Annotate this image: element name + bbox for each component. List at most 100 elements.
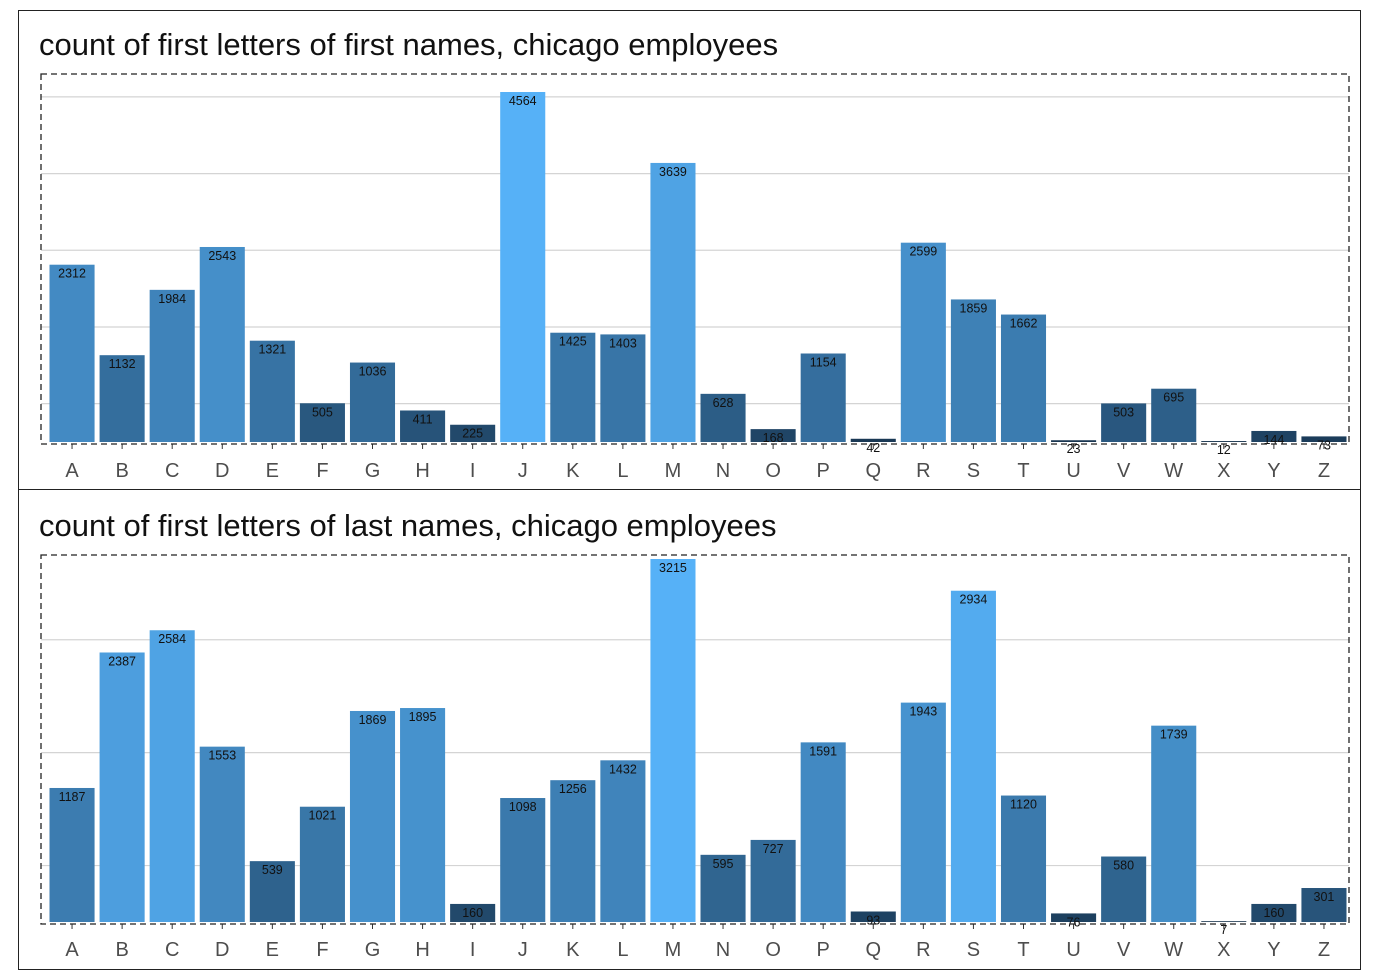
bar-q xyxy=(850,438,896,442)
x-tick-label: S xyxy=(967,460,980,482)
bars xyxy=(49,92,1347,442)
bar-j xyxy=(500,92,546,442)
bar-value-label: 160 xyxy=(1263,906,1284,920)
x-tick-label: L xyxy=(617,460,628,482)
bar-m xyxy=(650,162,696,442)
bar-value-label: 301 xyxy=(1314,890,1335,904)
bar-p xyxy=(800,742,846,922)
x-tick-label: B xyxy=(115,460,128,482)
x-tick-label: B xyxy=(115,939,128,961)
bar-value-label: 76 xyxy=(1067,915,1081,929)
bar-y xyxy=(1251,430,1297,442)
bar-w xyxy=(1151,725,1197,922)
bar-o xyxy=(750,839,796,922)
bar-value-label: 1859 xyxy=(960,301,988,315)
bar-h xyxy=(400,708,446,922)
bar-value-label: 1187 xyxy=(59,790,86,804)
x-tick-label: R xyxy=(916,939,930,961)
bar-j xyxy=(500,798,546,922)
bar-s xyxy=(950,299,996,442)
x-tick-label: J xyxy=(518,460,528,482)
x-tick-label: K xyxy=(566,460,580,482)
bar-value-label: 1591 xyxy=(809,744,837,758)
x-tick-label: F xyxy=(316,939,328,961)
bar-n xyxy=(700,854,746,922)
bar-value-label: 144 xyxy=(1263,433,1284,447)
bar-value-label: 695 xyxy=(1163,391,1184,405)
bar-f xyxy=(299,806,345,922)
bar-g xyxy=(349,362,396,442)
bar-value-label: 7 xyxy=(1220,923,1227,937)
bar-p xyxy=(800,353,846,442)
bar-t xyxy=(1000,795,1047,922)
bar-value-label: 4564 xyxy=(509,94,537,108)
bar-value-label: 2934 xyxy=(960,593,988,607)
bar-value-label: 1403 xyxy=(609,336,637,350)
x-tick-label: G xyxy=(365,460,381,482)
chart-title: count of first letters of last names, ch… xyxy=(39,508,777,543)
bar-value-label: 411 xyxy=(413,412,433,426)
bar-b xyxy=(99,355,145,442)
bar-value-label: 2584 xyxy=(158,632,186,646)
bar-value-label: 1553 xyxy=(208,749,236,763)
x-tick-label: I xyxy=(470,460,476,482)
bar-f xyxy=(299,403,345,442)
bar-value-label: 1984 xyxy=(158,292,186,306)
bar-i xyxy=(450,424,496,442)
last-names-bar-chart: 1187 A 2387 B 2584 C 1553 D 539 E 1021 F 1869 G 1895 H 1… xyxy=(40,554,1350,961)
bar-value-label: 505 xyxy=(312,405,333,419)
bar-value-label: 1098 xyxy=(509,800,537,814)
bar-u xyxy=(1051,440,1097,442)
bar-value-label: 1321 xyxy=(258,343,286,357)
bar-t xyxy=(1000,314,1047,442)
bar-value-label: 160 xyxy=(462,906,483,920)
x-tick-label: K xyxy=(566,939,580,961)
bar-value-label: 1662 xyxy=(1010,317,1038,331)
x-tick-label: X xyxy=(1217,460,1230,482)
bar-s xyxy=(950,590,996,922)
bar-value-label: 2543 xyxy=(208,249,236,263)
bar-z xyxy=(1301,888,1347,922)
bar-value-label: 1432 xyxy=(609,762,637,776)
bar-b xyxy=(99,652,145,922)
x-tick-label: N xyxy=(716,939,730,961)
bar-m xyxy=(650,559,696,922)
x-tick-label: Y xyxy=(1267,460,1280,482)
bar-k xyxy=(550,332,596,442)
bar-z xyxy=(1301,436,1347,442)
bar-k xyxy=(550,780,596,922)
bar-q xyxy=(850,911,896,922)
bar-value-label: 2599 xyxy=(909,245,937,259)
x-tick-label: C xyxy=(165,460,179,482)
bar-value-label: 12 xyxy=(1217,443,1231,457)
bar-value-label: 1943 xyxy=(909,705,937,719)
x-tick-label: L xyxy=(617,939,628,961)
bar-i xyxy=(450,903,496,922)
x-tick-label: I xyxy=(470,939,476,961)
x-tick-label: W xyxy=(1164,460,1183,482)
bar-w xyxy=(1151,388,1197,442)
bar-e xyxy=(249,340,295,442)
bar-value-label: 1425 xyxy=(559,335,587,349)
bar-l xyxy=(600,334,646,442)
chart-title: count of first letters of first names, c… xyxy=(39,27,779,62)
bar-value-label: 1256 xyxy=(559,782,587,796)
bar-a xyxy=(49,264,95,442)
bar-y xyxy=(1251,903,1297,922)
x-tick-label: S xyxy=(967,939,980,961)
x-tick-label: M xyxy=(665,460,682,482)
bar-d xyxy=(199,246,245,442)
bar-r xyxy=(900,702,946,922)
x-tick-label: F xyxy=(316,460,328,482)
x-tick-label: P xyxy=(817,460,830,482)
x-tick-label: R xyxy=(916,460,930,482)
x-tick-label: O xyxy=(765,939,781,961)
bar-value-label: 727 xyxy=(763,842,784,856)
plot-border xyxy=(40,73,1350,445)
x-tick-label: D xyxy=(215,939,229,961)
bar-u xyxy=(1051,913,1097,922)
x-tick-label: G xyxy=(365,939,381,961)
bar-value-label: 1154 xyxy=(810,356,837,370)
x-tick-label: E xyxy=(266,460,279,482)
